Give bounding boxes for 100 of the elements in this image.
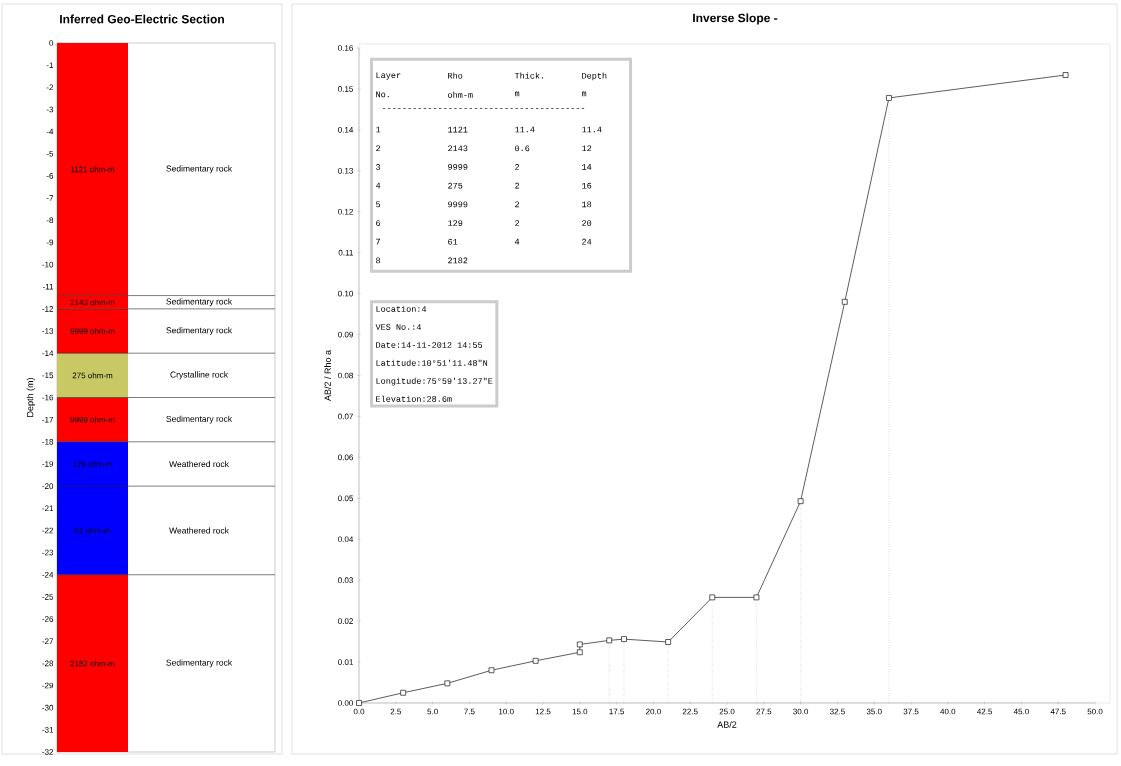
series-label: 61 ohm-m [74,527,110,534]
y-tick-label: -21 [42,505,54,512]
y-tick-label: 0.14 [338,127,354,133]
y-tick-label: 0.11 [338,249,353,256]
x-axis-title: AB/2 [717,721,737,728]
x-tick-label: 25.0 [719,708,735,715]
x-tick-label: 40.0 [940,708,956,715]
y-tick-label: -12 [42,306,54,312]
annotation: m [514,91,520,97]
series-label: 2143 ohm-m [70,299,115,306]
y-tick-label: -18 [42,438,54,445]
chart-title: Inferred Geo-Electric Section [60,14,224,24]
series-label: 9999 ohm-m [70,416,115,423]
y-tick-label: -8 [46,217,54,224]
annotation: 8 [376,257,381,264]
text: Weathered rock [169,527,229,534]
series-label: 9999 ohm-m [70,328,115,334]
annotation: m [581,91,587,97]
text: Sedimentary rock [166,415,233,424]
annotation: 14 [582,164,592,170]
annotation: Elevation:28.6m [376,395,452,402]
annotation: 2 [515,164,520,170]
y-tick-label: 0.04 [338,536,354,543]
y-tick-label: -20 [42,483,54,489]
y-tick-label: 0.06 [338,454,353,461]
x-tick-label: 45.0 [1013,708,1029,715]
annotation: 61 [448,238,458,245]
y-tick-label: -23 [42,549,54,556]
y-tick-label: 0.10 [338,290,354,297]
y-tick-label: -2 [46,84,54,91]
series-label: 2182 ohm-m [70,660,115,667]
text: Sedimentary rock [166,298,233,307]
x-tick-label: 50.0 [1087,708,1103,715]
x-tick-label: 15.0 [572,708,588,715]
y-tick-label: -31 [42,727,54,733]
y-tick-label: 0.15 [338,86,353,92]
y-tick-label: -1 [46,62,54,68]
y-tick-label: 0.03 [338,577,353,584]
annotation: 2 [515,182,520,189]
x-tick-label: 32.5 [829,708,845,715]
annotation: 0.6 [515,145,530,152]
y-tick-label: 0.00 [338,700,354,706]
annotation: 4 [514,238,520,245]
x-tick-label: 37.5 [903,708,919,715]
x-tick-label: 30.0 [793,708,809,715]
y-tick-label: -26 [42,616,54,622]
x-tick-label: 27.5 [756,708,772,715]
annotation: 12 [582,145,592,152]
x-tick-label: 0.0 [353,708,365,715]
y-tick-label: 0.05 [338,495,353,502]
y-tick-label: 0.01 [338,659,353,665]
x-tick-label: 20.0 [646,708,661,715]
annotation: 1121 [448,126,468,133]
y-tick-label: 0 [49,40,54,46]
annotation: Longitude:75°59'13.27"E [376,377,493,386]
annotation: 3 [376,164,381,170]
y-axis-title: Depth (m) [26,378,36,417]
y-tick-label: -22 [42,527,54,534]
x-tick-label: 42.5 [977,708,993,715]
y-tick-label: 0.07 [338,413,353,420]
annotation: 2 [515,201,520,208]
y-tick-label: -28 [42,660,54,667]
y-tick-label: -25 [42,594,54,600]
x-tick-label: 47.5 [1050,708,1066,715]
text: Sedimentary rock [166,165,233,174]
x-tick-label: 35.0 [866,708,882,715]
y-tick-label: -3 [46,106,54,113]
y-tick-label: -17 [42,416,54,423]
annotation: 2182 [448,257,468,264]
annotation: 1 [376,126,381,133]
text: Sedimentary rock [166,327,233,335]
annotation: 2 [376,145,381,152]
y-axis-title: AB/2 / Rho a [324,349,331,401]
annotation: 9999 [448,164,468,170]
annotation: Location:4 [376,305,427,312]
y-tick-label: -9 [46,239,54,246]
annotation: 2 [515,220,520,226]
x-tick-label: 22.5 [682,708,698,715]
y-tick-label: 0.02 [338,618,353,624]
y-tick-label: -4 [46,128,54,135]
y-tick-label: -30 [42,704,54,711]
annotation: 16 [582,182,592,189]
y-tick-label: -24 [42,571,54,578]
annotation: 20 [582,220,592,226]
annotation: Depth [582,72,607,81]
annotation: 11.4 [515,126,535,133]
y-tick-label: -27 [42,638,54,645]
y-tick-label: -7 [46,195,54,201]
x-tick-label: 12.5 [535,708,551,715]
x-tick-label: 5.0 [427,708,438,715]
annotation: 24 [582,238,592,245]
annotation: 18 [582,201,592,208]
annotation: 5 [376,201,381,208]
y-tick-label: 0.13 [338,167,353,174]
series-label: 275 ohm-m [72,372,113,379]
y-tick-label: -6 [46,173,54,179]
x-tick-label: 17.5 [609,708,625,715]
chart-title: Inverse Slope - [693,13,778,25]
annotation: 6 [376,220,381,226]
y-tick-label: -14 [42,350,54,356]
